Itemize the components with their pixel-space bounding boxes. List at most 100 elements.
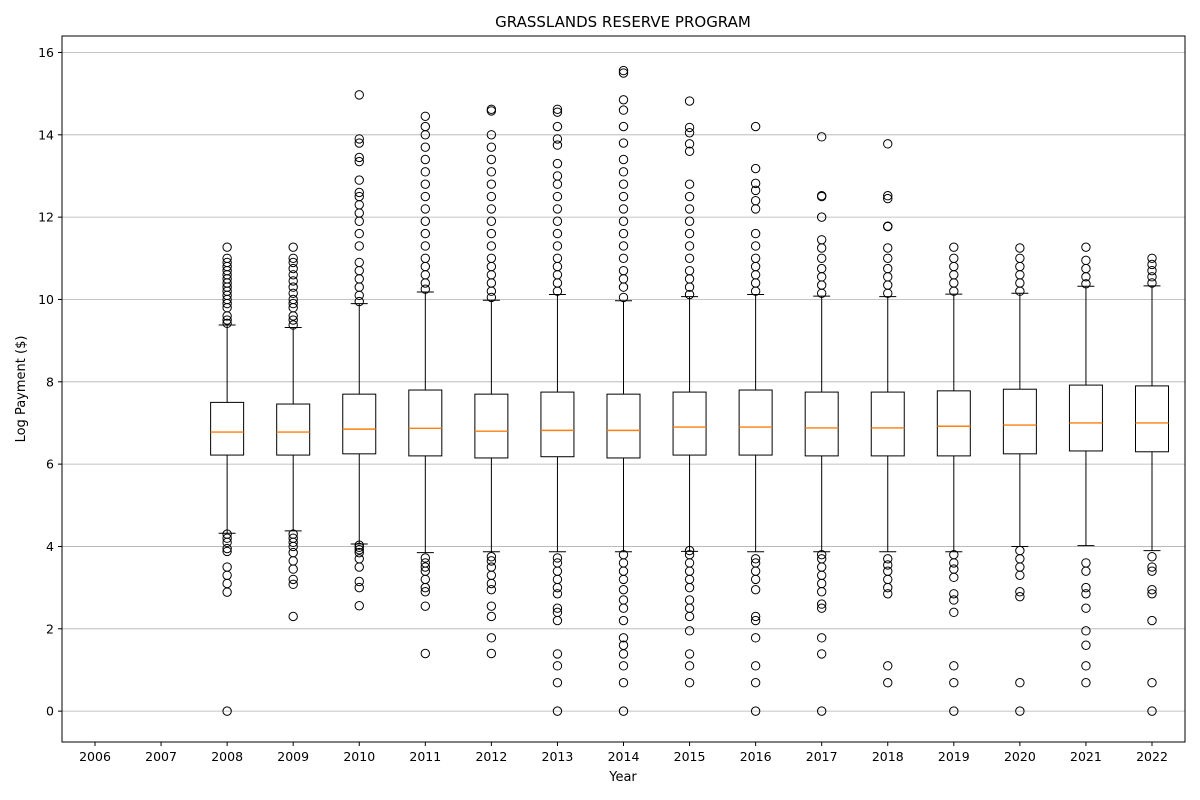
outlier-point bbox=[1147, 615, 1157, 626]
outlier-point bbox=[883, 589, 893, 599]
outlier-point bbox=[288, 294, 298, 305]
outlier-point bbox=[618, 584, 629, 595]
outlier-point bbox=[1015, 261, 1025, 272]
outlier-point bbox=[618, 706, 629, 716]
outlier-point bbox=[1147, 265, 1157, 276]
outlier-point bbox=[552, 278, 563, 288]
outlier-point bbox=[1081, 661, 1091, 671]
outlier-point bbox=[486, 130, 497, 140]
outlier-point bbox=[420, 553, 431, 563]
outlier-point bbox=[552, 661, 563, 671]
outlier-point bbox=[883, 191, 893, 201]
outlier-point bbox=[750, 121, 761, 132]
box-2010 bbox=[342, 90, 377, 611]
outlier-point bbox=[288, 320, 298, 330]
outlier-point bbox=[222, 529, 232, 539]
outlier-point bbox=[486, 142, 497, 152]
outlier-point bbox=[420, 253, 431, 263]
outlier-point bbox=[750, 574, 761, 585]
outlier-point bbox=[486, 584, 497, 595]
outlier-point bbox=[1081, 626, 1091, 636]
x-tick-label: 2007 bbox=[145, 749, 177, 764]
outlier-point bbox=[354, 540, 364, 550]
x-tick-label: 2020 bbox=[1004, 749, 1036, 764]
outlier-point bbox=[684, 574, 695, 585]
outlier-point bbox=[1015, 587, 1025, 597]
outlier-point bbox=[883, 280, 893, 290]
outlier-point bbox=[420, 558, 431, 568]
outlier-point bbox=[883, 566, 893, 576]
x-tick-label: 2012 bbox=[475, 749, 507, 764]
outlier-point bbox=[618, 678, 629, 688]
outlier-point bbox=[684, 228, 695, 239]
outlier-point bbox=[1147, 272, 1157, 282]
outlier-point bbox=[816, 549, 827, 560]
outlier-point bbox=[486, 167, 497, 177]
outlier-point bbox=[222, 533, 232, 543]
outlier-point bbox=[883, 678, 893, 688]
outlier-point bbox=[618, 68, 629, 78]
y-axis-label: Log Payment ($) bbox=[14, 336, 29, 443]
outlier-point bbox=[684, 661, 695, 671]
box-2017 bbox=[804, 132, 839, 716]
iqr-box bbox=[804, 391, 839, 457]
outlier-point bbox=[816, 603, 827, 613]
outlier-point bbox=[288, 556, 298, 566]
outlier-point bbox=[552, 589, 563, 599]
outlier-point bbox=[420, 191, 431, 202]
x-axis-ticks: 2006 2007 2008 2009 2010 2011 2012 2013 2014 2015… bbox=[79, 742, 1168, 764]
outlier-point bbox=[684, 122, 695, 133]
outlier-point bbox=[816, 554, 827, 564]
outlier-point bbox=[486, 633, 497, 643]
outlier-point bbox=[816, 706, 827, 716]
outlier-point bbox=[222, 253, 232, 263]
x-tick-label: 2015 bbox=[674, 749, 706, 764]
outlier-point bbox=[552, 566, 563, 576]
iqr-box bbox=[342, 393, 377, 455]
iqr-box bbox=[1068, 384, 1103, 452]
outlier-point bbox=[552, 270, 563, 280]
outlier-point bbox=[420, 167, 431, 177]
outlier-point bbox=[949, 572, 959, 583]
outlier-point bbox=[354, 152, 364, 163]
outlier-point bbox=[684, 241, 695, 251]
outlier-point bbox=[949, 661, 959, 671]
outlier-point bbox=[486, 261, 497, 272]
outlier-point bbox=[684, 139, 695, 149]
outlier-point bbox=[816, 570, 827, 580]
outlier-point bbox=[552, 574, 563, 585]
outlier-point bbox=[354, 156, 364, 167]
outlier-point bbox=[750, 253, 761, 263]
outlier-point bbox=[883, 582, 893, 593]
outlier-point bbox=[816, 280, 827, 290]
outlier-point bbox=[949, 595, 959, 605]
box-2022 bbox=[1135, 253, 1169, 716]
box-2016 bbox=[738, 121, 773, 716]
outlier-point bbox=[816, 253, 827, 263]
outlier-point bbox=[354, 265, 364, 276]
outlier-point bbox=[222, 578, 232, 589]
y-tick-label: 14 bbox=[38, 127, 54, 142]
outlier-point bbox=[949, 242, 959, 252]
outlier-point bbox=[1081, 279, 1091, 289]
iqr-box bbox=[672, 391, 707, 456]
outlier-point bbox=[420, 261, 431, 272]
outlier-point bbox=[354, 134, 364, 144]
outlier-point bbox=[1147, 678, 1157, 688]
outlier-point bbox=[684, 558, 695, 568]
outlier-point bbox=[618, 167, 629, 177]
outlier-point bbox=[618, 154, 629, 165]
outlier-point bbox=[816, 212, 827, 222]
outlier-point bbox=[486, 648, 497, 659]
outlier-point bbox=[1081, 589, 1091, 599]
outlier-point bbox=[684, 146, 695, 156]
outlier-point bbox=[684, 179, 695, 189]
outlier-point bbox=[354, 554, 364, 564]
outlier-point bbox=[552, 582, 563, 593]
outlier-point bbox=[684, 204, 695, 214]
outlier-point bbox=[1147, 566, 1157, 576]
outlier-point bbox=[883, 554, 893, 564]
outlier-point bbox=[816, 599, 827, 609]
outlier-point bbox=[750, 633, 761, 643]
